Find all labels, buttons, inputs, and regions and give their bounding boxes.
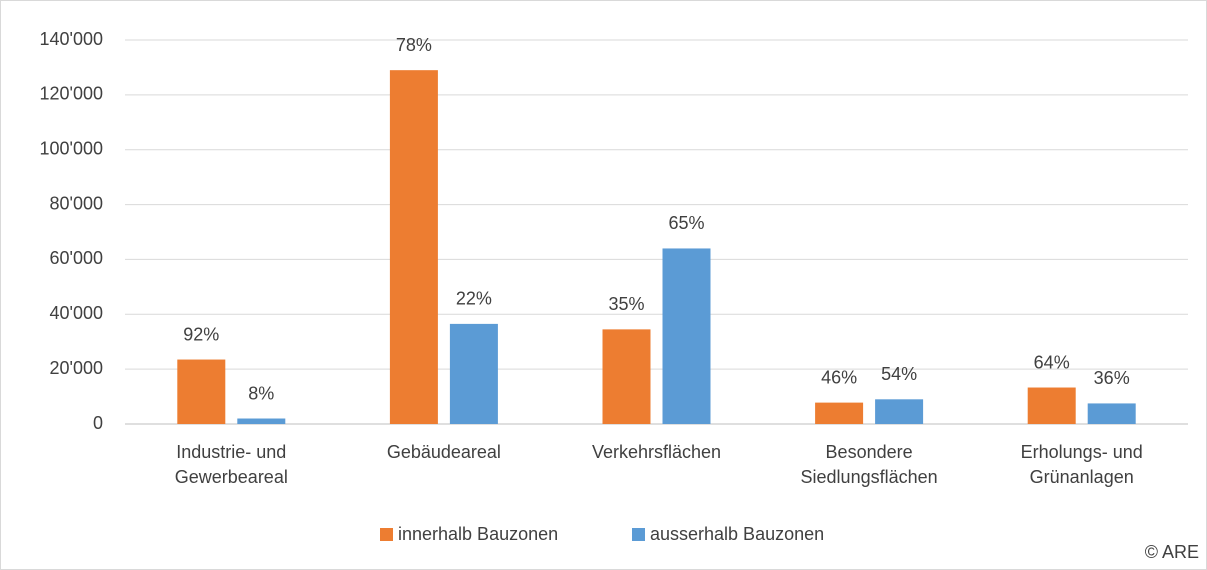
data-label: 78% bbox=[396, 35, 432, 55]
x-tick-label: Besondere Siedlungsflächen bbox=[801, 442, 938, 487]
x-tick-label-line: Besondere bbox=[826, 442, 913, 462]
y-tick-label: 0 bbox=[93, 413, 103, 433]
source: © ARE bbox=[1145, 542, 1199, 562]
bar bbox=[237, 418, 286, 424]
bar bbox=[602, 329, 651, 424]
y-tick-label: 60'000 bbox=[50, 248, 104, 268]
x-tick-label-line: Siedlungsflächen bbox=[801, 467, 938, 487]
data-label: 22% bbox=[456, 289, 492, 309]
data-label: 46% bbox=[821, 367, 857, 387]
x-tick-label-line: Verkehrsflächen bbox=[592, 442, 721, 462]
y-tick-label: 80'000 bbox=[50, 193, 104, 213]
x-tick-label: Erholungs- und Grünanlagen bbox=[1021, 442, 1143, 487]
x-tick-label-line: Gewerbeareal bbox=[175, 467, 288, 487]
x-tick-label-line: Grünanlagen bbox=[1030, 467, 1134, 487]
data-label: 64% bbox=[1034, 352, 1070, 372]
data-label: 36% bbox=[1094, 368, 1130, 388]
bar bbox=[1087, 403, 1136, 424]
bar bbox=[815, 402, 864, 424]
legend-label: innerhalb Bauzonen bbox=[398, 524, 558, 544]
x-tick-label-line: Gebäudeareal bbox=[387, 442, 501, 462]
data-label: 35% bbox=[608, 294, 644, 314]
x-tick-label: Gebäudeareal bbox=[387, 442, 501, 462]
bar bbox=[875, 399, 924, 424]
y-tick-label: 120'000 bbox=[39, 84, 103, 104]
data-label: 92% bbox=[183, 324, 219, 344]
y-tick-label: 20'000 bbox=[50, 358, 104, 378]
legend-swatch bbox=[380, 528, 393, 541]
legend-label: ausserhalb Bauzonen bbox=[650, 524, 824, 544]
bar bbox=[389, 70, 438, 425]
data-label: 8% bbox=[248, 383, 274, 403]
bar bbox=[1027, 387, 1076, 424]
bar bbox=[177, 359, 226, 424]
x-tick-label-line: Industrie- und bbox=[176, 442, 286, 462]
data-label: 65% bbox=[668, 213, 704, 233]
y-tick-label: 140'000 bbox=[39, 29, 103, 49]
x-tick-label: Verkehrsflächen bbox=[592, 442, 721, 462]
bar bbox=[449, 323, 498, 424]
bar bbox=[662, 248, 711, 424]
legend-swatch bbox=[632, 528, 645, 541]
x-tick-label-line: Erholungs- und bbox=[1021, 442, 1143, 462]
data-label: 54% bbox=[881, 364, 917, 384]
x-tick-label: Industrie- und Gewerbeareal bbox=[175, 442, 288, 487]
y-tick-label: 100'000 bbox=[39, 138, 103, 158]
y-tick-label: 40'000 bbox=[50, 303, 104, 323]
